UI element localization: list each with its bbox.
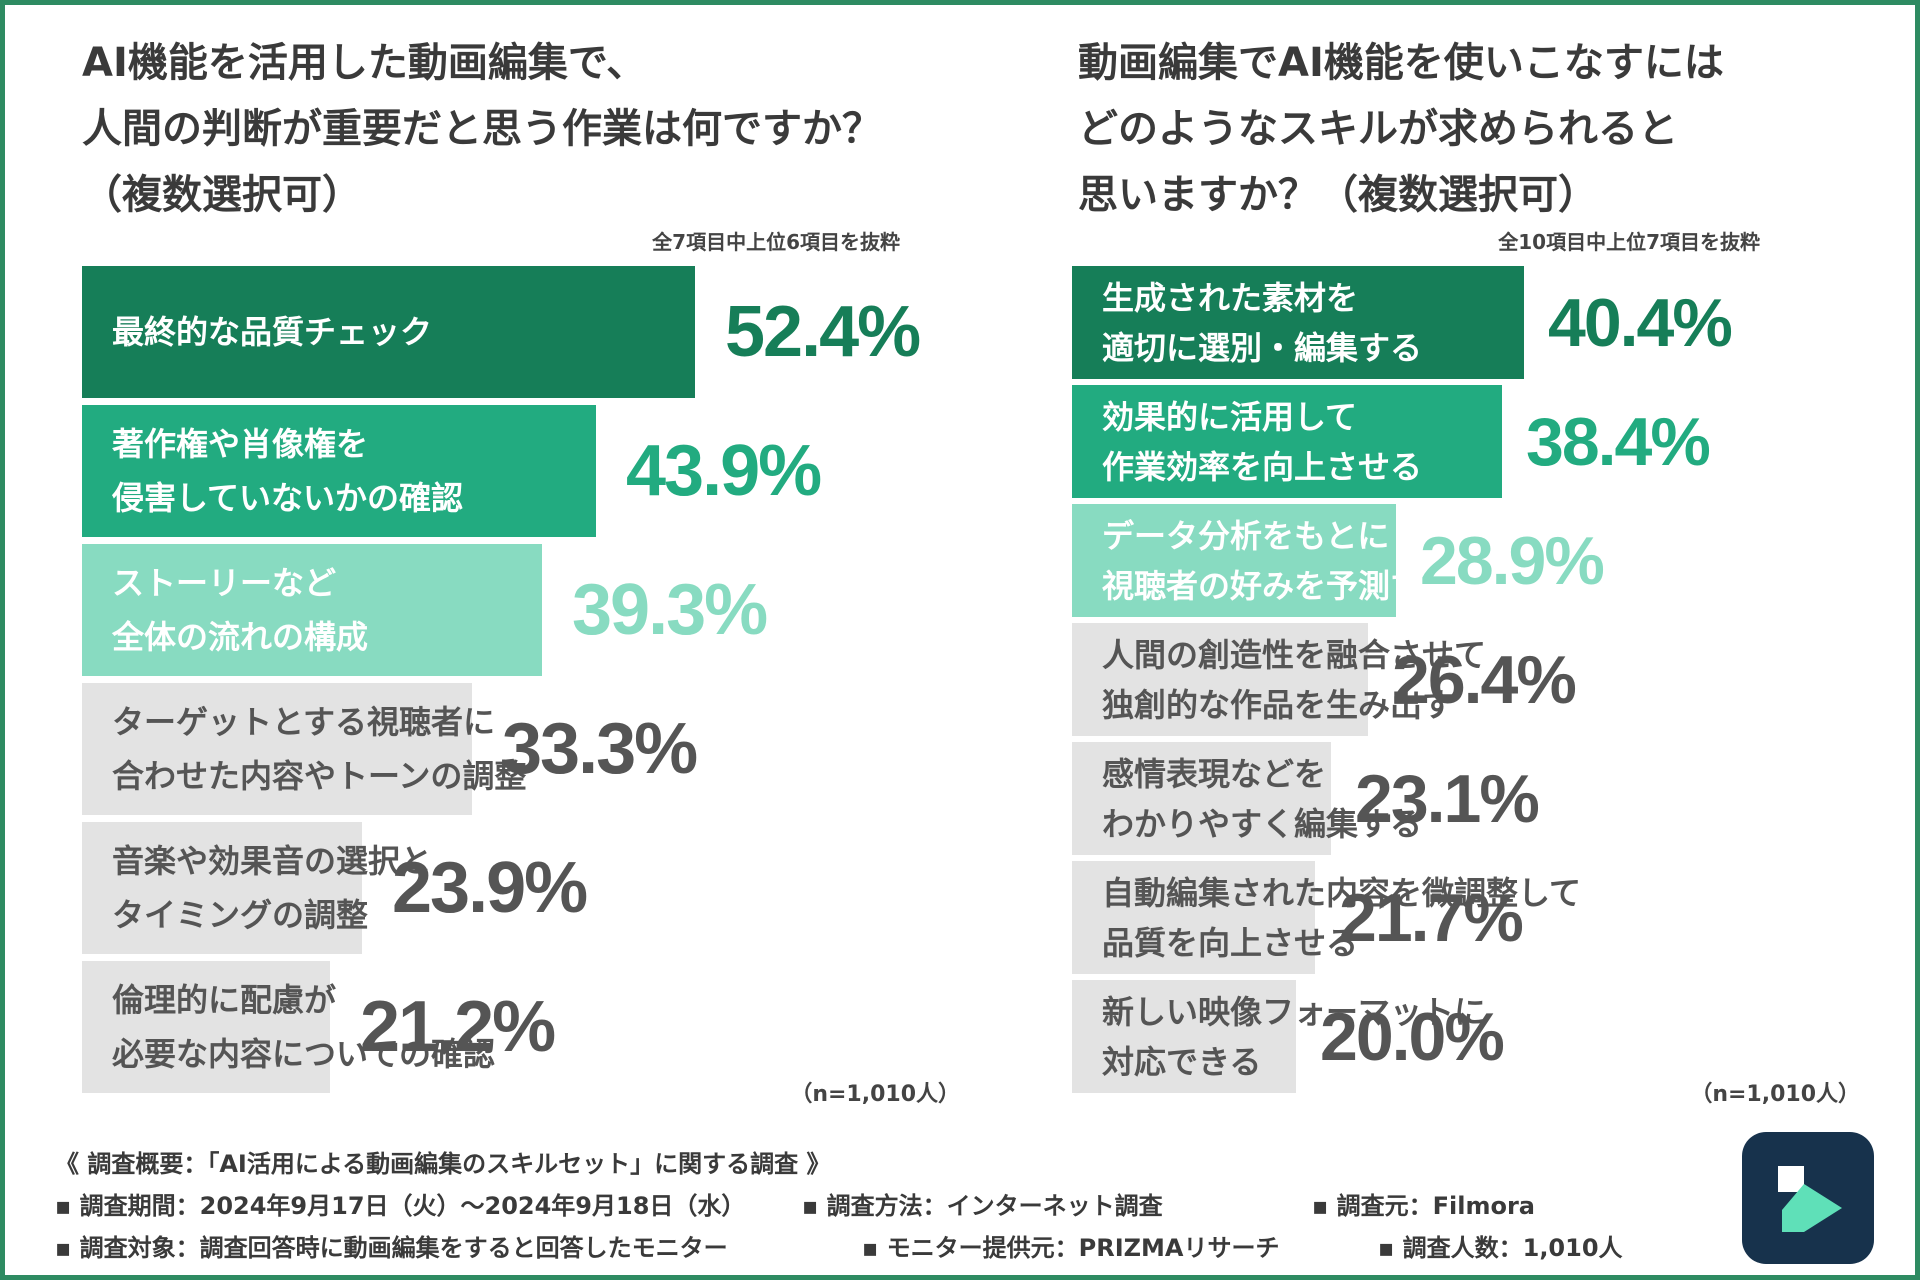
bar-value-label: 43.9%: [626, 431, 822, 511]
left-chart-sample-size: （n=1,010人）: [790, 1082, 960, 1107]
bar-row: 自動編集された内容を微調整して 品質を向上させる 21.7%: [1072, 861, 1892, 974]
bar-value-label: 39.3%: [572, 570, 768, 650]
bar-category-label: 自動編集された内容を微調整して 品質を向上させる: [1102, 873, 1582, 962]
bar-value-label: 52.4%: [725, 292, 921, 372]
bar-category-label: 倫理的に配慮が 必要な内容についての確認: [112, 981, 496, 1073]
bar: [1072, 742, 1331, 855]
bar-row: ターゲットとする視聴者に 合わせた内容やトーンの調整 33.3%: [82, 683, 962, 815]
bar-row: データ分析をもとに 視聴者の好みを予測する 28.9%: [1072, 504, 1892, 617]
bar-category-label: 著作権や肖像権を 侵害していないかの確認: [112, 425, 464, 517]
bar-row: 人間の創造性を融合させて 独創的な作品を生み出す 26.4%: [1072, 623, 1892, 736]
bar-category-label: 効果的に活用して 作業効率を向上させる: [1102, 397, 1423, 486]
bar-value-label: 23.1%: [1355, 760, 1540, 837]
bar-row: 新しい映像フォーマットに 対応できる 20.0%: [1072, 980, 1892, 1093]
bar: [1072, 385, 1502, 498]
right-bar-chart: 生成された素材を 適切に選別・編集する 40.4% 効果的に活用して 作業効率を向上…: [1072, 266, 1892, 1093]
bar-value-label: 23.9%: [392, 848, 588, 928]
bar: [82, 961, 330, 1093]
bar-value-label: 20.0%: [1320, 998, 1505, 1075]
bar-row: ストーリーなど 全体の流れの構成 39.3%: [82, 544, 962, 676]
bar-category-label: ターゲットとする視聴者に 合わせた内容やトーンの調整: [112, 703, 527, 795]
bar: [1072, 623, 1368, 736]
bar-row: 生成された素材を 適切に選別・編集する 40.4%: [1072, 266, 1892, 379]
survey-target: ▪ 調査対象：調査回答時に動画編集をすると回答したモニター: [55, 1234, 728, 1262]
bar: [82, 266, 695, 398]
bar: [1072, 504, 1396, 617]
bar-category-label: ストーリーなど 全体の流れの構成: [112, 564, 369, 656]
survey-period: ▪ 調査期間：2024年9月17日（火）～2024年9月18日（水）: [55, 1192, 746, 1220]
bar-row: 倫理的に配慮が 必要な内容についての確認 21.2%: [82, 961, 962, 1093]
bar: [82, 544, 542, 676]
bar: [82, 405, 596, 537]
bar-category-label: データ分析をもとに 視聴者の好みを予測する: [1102, 516, 1455, 605]
bar-category-label: 感情表現などを わかりやすく編集する: [1102, 754, 1423, 843]
bar-row: 音楽や効果音の選択と タイミングの調整 23.9%: [82, 822, 962, 954]
left-bar-chart: 最終的な品質チェック 52.4% 著作権や肖像権を 侵害していないかの確認 43.9%…: [82, 266, 962, 1093]
survey-source: ▪ 調査元：Filmora: [1312, 1192, 1535, 1220]
bar-value-label: 28.9%: [1420, 522, 1605, 599]
bar-row: 感情表現などを わかりやすく編集する 23.1%: [1072, 742, 1892, 855]
survey-heading: 《 調査概要：「AI活用による動画編集のスキルセット」に関する調査 》: [55, 1150, 831, 1178]
survey-panel-provider: ▪ モニター提供元：PRIZMAリサーチ: [862, 1234, 1280, 1262]
survey-sample-size: ▪ 調査人数：1,010人: [1378, 1234, 1623, 1262]
right-chart-sample-size: （n=1,010人）: [1690, 1082, 1860, 1107]
bar-category-label: 人間の創造性を融合させて 独創的な作品を生み出す: [1102, 635, 1487, 724]
bar: [1072, 266, 1524, 379]
left-chart-note: 全7項目中上位6項目を抜粋: [652, 230, 900, 254]
bar-row: 著作権や肖像権を 侵害していないかの確認 43.9%: [82, 405, 962, 537]
bar-row: 最終的な品質チェック 52.4%: [82, 266, 962, 398]
bar-value-label: 38.4%: [1526, 403, 1711, 480]
left-chart-title: AI機能を活用した動画編集で、 人間の判断が重要だと思う作業は何ですか？ （複数…: [82, 40, 882, 218]
bar-value-label: 40.4%: [1548, 284, 1733, 361]
bar-category-label: 音楽や効果音の選択と タイミングの調整: [112, 842, 433, 934]
filmora-logo-icon: [1778, 1166, 1842, 1232]
bar-category-label: 新しい映像フォーマットに 対応できる: [1102, 992, 1487, 1081]
bar: [82, 683, 472, 815]
bar-value-label: 21.2%: [360, 987, 556, 1067]
bar-category-label: 最終的な品質チェック: [112, 313, 433, 351]
survey-method: ▪ 調査方法：インターネット調査: [802, 1192, 1163, 1220]
bar: [82, 822, 362, 954]
bar-category-label: 生成された素材を 適切に選別・編集する: [1102, 278, 1423, 367]
bar: [1072, 861, 1315, 974]
bar-value-label: 33.3%: [502, 709, 698, 789]
bar-value-label: 21.7%: [1339, 879, 1524, 956]
bar: [1072, 980, 1296, 1093]
bar-value-label: 26.4%: [1392, 641, 1577, 718]
right-chart-title: 動画編集でAI機能を使いこなすには どのようなスキルが求められると 思いますか？…: [1078, 40, 1724, 218]
bar-row: 効果的に活用して 作業効率を向上させる 38.4%: [1072, 385, 1892, 498]
filmora-logo: [1742, 1132, 1874, 1264]
right-chart-note: 全10項目中上位7項目を抜粋: [1498, 230, 1760, 254]
